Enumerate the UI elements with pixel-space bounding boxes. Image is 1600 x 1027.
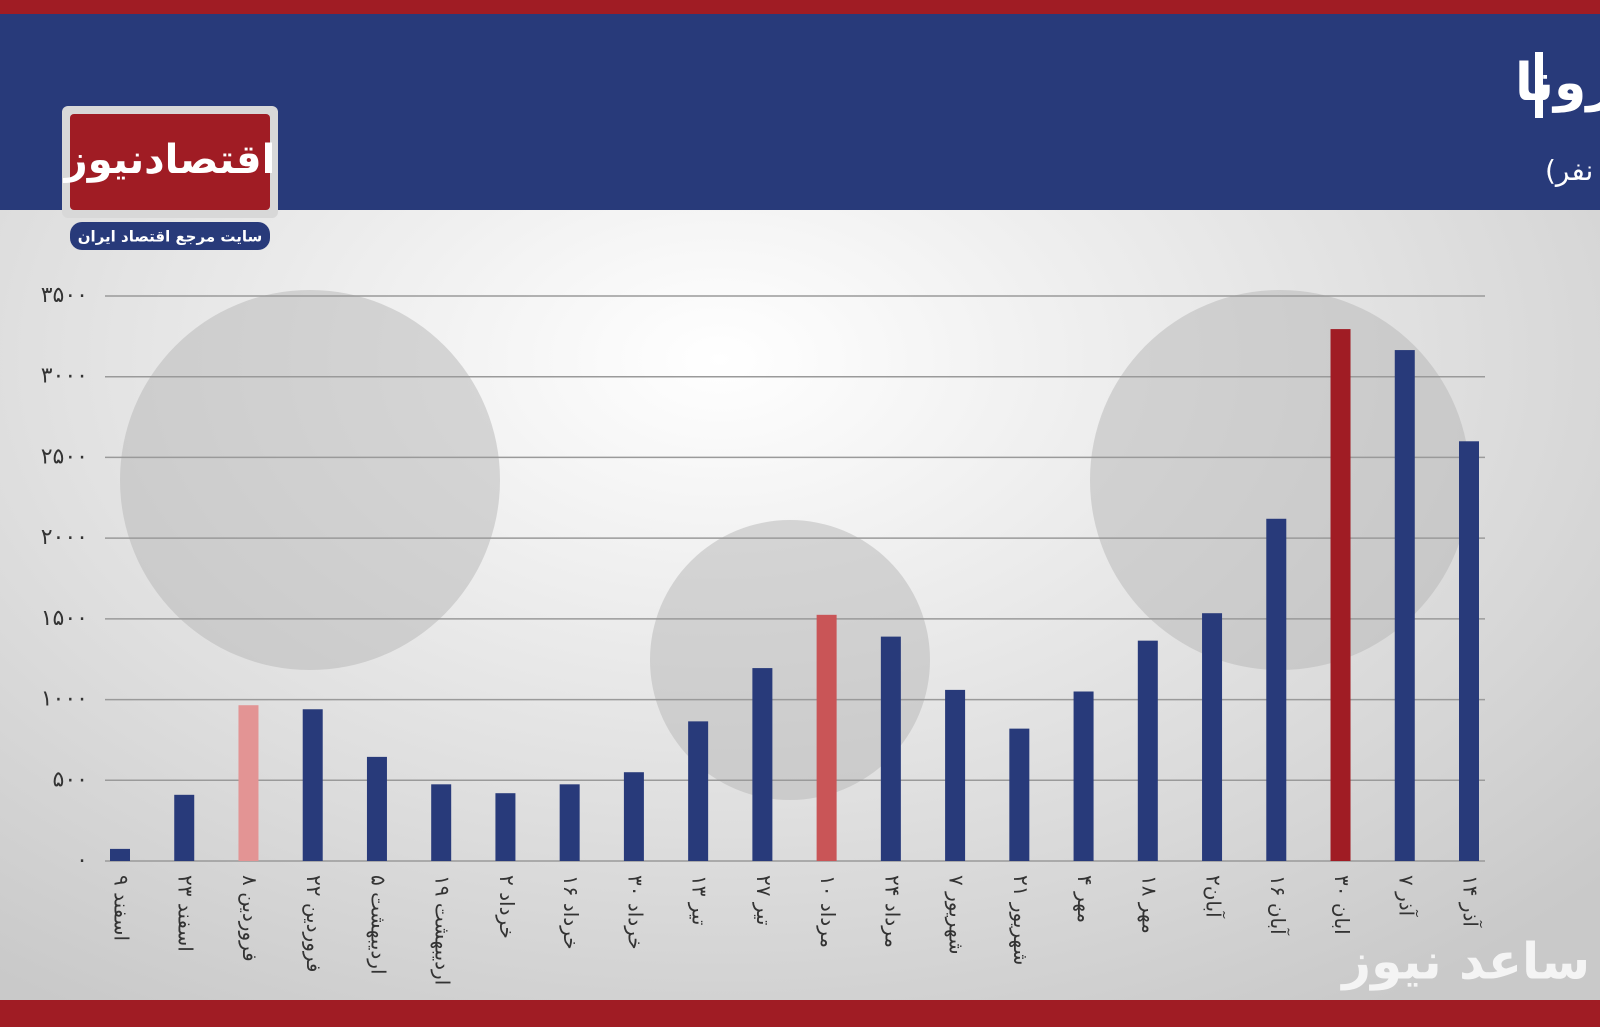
y-tick-label: ۱۰۰۰ [41,687,88,712]
bar [880,636,901,861]
bar [110,848,130,861]
bar [1202,613,1223,861]
x-tick-label: ۱۶ خرداد [559,875,583,950]
virus-decoration [120,290,500,670]
virus-decoration [1090,290,1470,670]
bar [1073,691,1094,861]
title-bar [1535,52,1543,118]
x-tick-label: ۷ آذر [1394,875,1419,918]
bar [688,721,709,861]
x-tick-label: ۱۳ تیر [688,875,712,925]
watermark: ساعد نیوز [1339,933,1590,992]
bar [623,772,644,861]
bar [1394,350,1415,861]
x-tick-label: ۳۰ ابان [1330,875,1354,935]
x-tick-label: ۴ مهر [1073,875,1097,923]
x-tick-label: ۹ اسفند [110,875,134,941]
y-tick-label: ۰ [76,848,88,873]
x-tick-label: ۲۱ شهریور [1009,875,1033,965]
bar [1266,518,1287,861]
top-strip [0,0,1600,14]
x-tick-label: ۳۰ خرداد [623,875,647,950]
x-tick-label: ۸ فروردین [238,875,262,962]
y-tick-label: ۳۵۰۰ [41,283,88,308]
bar [495,793,516,861]
bar [559,784,580,861]
x-tick-label: ۲۴ مرداد [880,875,904,948]
y-tick-label: ۲۰۰۰ [41,525,88,550]
chart-title: روند میزان فوتی های هفتگی کرونا [1515,52,1600,113]
bar [1137,640,1158,861]
logo-tagline: سایت مرجع اقتصاد ایران [78,228,262,246]
x-tick-label: ۱۴ آذر [1459,875,1484,928]
y-tick-label: ۱۵۰۰ [41,606,88,631]
bar [366,756,387,861]
x-tick-label: ۷ شهریور [945,875,969,955]
x-tick-label: ۱۸ مهر [1137,875,1161,934]
bar [945,689,966,861]
bar [752,668,773,861]
x-tick-label: ۱۰ مرداد [816,875,840,948]
bar [1009,728,1030,861]
bar [238,705,259,861]
logo: اقتصادنیوز [63,137,276,183]
bar [431,784,452,861]
y-tick-label: ۲۵۰۰ [41,444,88,469]
bar [816,614,837,861]
chart-subtitle: (واحد: نفر) [1545,154,1600,187]
bar [1330,329,1351,861]
y-tick-label: ۵۰۰ [53,767,88,792]
bar [174,794,195,861]
x-tick-label: ۲آبان [1202,875,1227,919]
x-tick-label: ۲۷ تیر [752,875,776,925]
x-tick-label: ۲۲ فروردین [302,875,326,972]
x-tick-label: ۲ خرداد [495,875,519,939]
logo-tagline-box [70,222,270,250]
x-tick-label: ۵ اردیبهشت [366,875,390,975]
logo-box [70,114,270,210]
bar [302,709,323,861]
virus-decoration [650,520,930,800]
bottom-strip [0,1000,1600,1027]
x-tick-label: ۲۳ اسفند [174,875,198,952]
y-tick-label: ۳۰۰۰ [41,364,88,389]
x-tick-label: ۱۶ آبان [1266,875,1291,936]
x-tick-label: ۱۹ اردیبهشت [431,875,455,985]
bar [1459,441,1479,861]
